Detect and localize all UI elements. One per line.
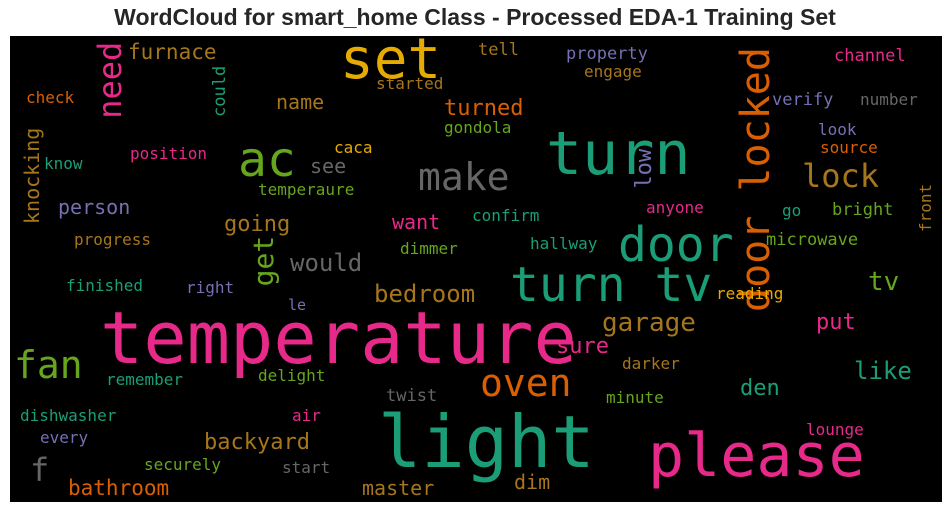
word-get: get: [247, 235, 280, 287]
word-look: look: [818, 120, 857, 139]
word-remember: remember: [106, 370, 184, 389]
word-delight: delight: [258, 366, 326, 385]
word-furnace: furnace: [128, 40, 217, 64]
word-low: low: [632, 148, 657, 189]
word-minute: minute: [606, 388, 664, 407]
word-turn: turn: [546, 119, 691, 189]
word-sure: sure: [556, 334, 609, 359]
word-fan: fan: [14, 343, 83, 387]
word-caca: caca: [334, 138, 373, 157]
word-dishwasher: dishwasher: [20, 406, 117, 425]
word-lock: lock: [802, 157, 880, 195]
word-tv: tv: [868, 267, 900, 297]
word-cloud: temperature light please turn set ac turn tv do…: [10, 36, 942, 502]
word-knocking: knocking: [20, 127, 44, 224]
word-source: source: [820, 138, 878, 157]
word-would: would: [290, 249, 363, 277]
word-position: position: [130, 144, 208, 163]
word-property: property: [566, 44, 648, 64]
word-set: set: [340, 36, 442, 92]
word-oven: oven: [480, 361, 572, 405]
word-start: start: [282, 458, 331, 477]
word-person: person: [58, 195, 131, 219]
word-air: air: [292, 406, 321, 425]
word-name: name: [276, 90, 325, 114]
word-hallway: hallway: [530, 234, 598, 253]
word-microwave: microwave: [766, 230, 859, 250]
word-dimmer: dimmer: [400, 239, 458, 258]
word-going: going: [224, 212, 291, 237]
word-dim: dim: [514, 470, 551, 494]
word-finished: finished: [66, 276, 144, 295]
word-put: put: [816, 310, 856, 335]
word-den: den: [740, 376, 780, 401]
word-door: door: [618, 217, 734, 273]
word-want: want: [392, 210, 441, 234]
word-door-locked: door locked: [733, 47, 779, 312]
word-make: make: [418, 155, 510, 199]
word-ac: ac: [238, 132, 296, 188]
word-backyard: backyard: [204, 430, 310, 455]
word-verify: verify: [772, 90, 834, 110]
word-le: le: [288, 296, 307, 314]
chart-title: WordCloud for smart_home Class - Process…: [114, 4, 836, 30]
word-temperaure: temperaure: [258, 180, 355, 199]
word-please: please: [648, 421, 865, 491]
word-gondola: gondola: [444, 118, 512, 137]
word-securely: securely: [144, 455, 222, 474]
word-right: right: [186, 278, 235, 297]
word-channel: channel: [834, 46, 906, 66]
word-lounge: lounge: [806, 420, 864, 439]
word-check: check: [26, 88, 75, 107]
word-confirm: confirm: [472, 206, 540, 225]
word-every: every: [40, 428, 89, 447]
word-progress: progress: [74, 230, 152, 249]
word-turn-tv: turn tv: [510, 257, 713, 313]
word-light: light: [378, 400, 595, 484]
word-number: number: [860, 90, 918, 109]
word-bright: bright: [832, 200, 894, 220]
word-twist: twist: [386, 386, 438, 406]
word-master: master: [362, 476, 435, 500]
word-go: go: [782, 201, 802, 220]
word-tell: tell: [478, 40, 519, 60]
word-reading: reading: [716, 284, 784, 303]
word-like: like: [854, 357, 912, 385]
word-see: see: [310, 154, 347, 178]
word-garage: garage: [602, 308, 696, 338]
word-know: know: [44, 154, 83, 173]
word-could: could: [210, 65, 230, 117]
word-darker: darker: [622, 354, 680, 373]
word-engage: engage: [584, 62, 642, 81]
word-bathroom: bathroom: [68, 476, 170, 500]
word-anyone: anyone: [646, 198, 704, 217]
word-started: started: [376, 74, 444, 93]
word-need: need: [91, 41, 129, 119]
word-f: f: [30, 451, 50, 489]
word-turned: turned: [444, 96, 524, 121]
word-temperature: temperature: [100, 296, 577, 380]
word-front: front: [916, 183, 935, 232]
word-bedroom: bedroom: [374, 280, 476, 308]
